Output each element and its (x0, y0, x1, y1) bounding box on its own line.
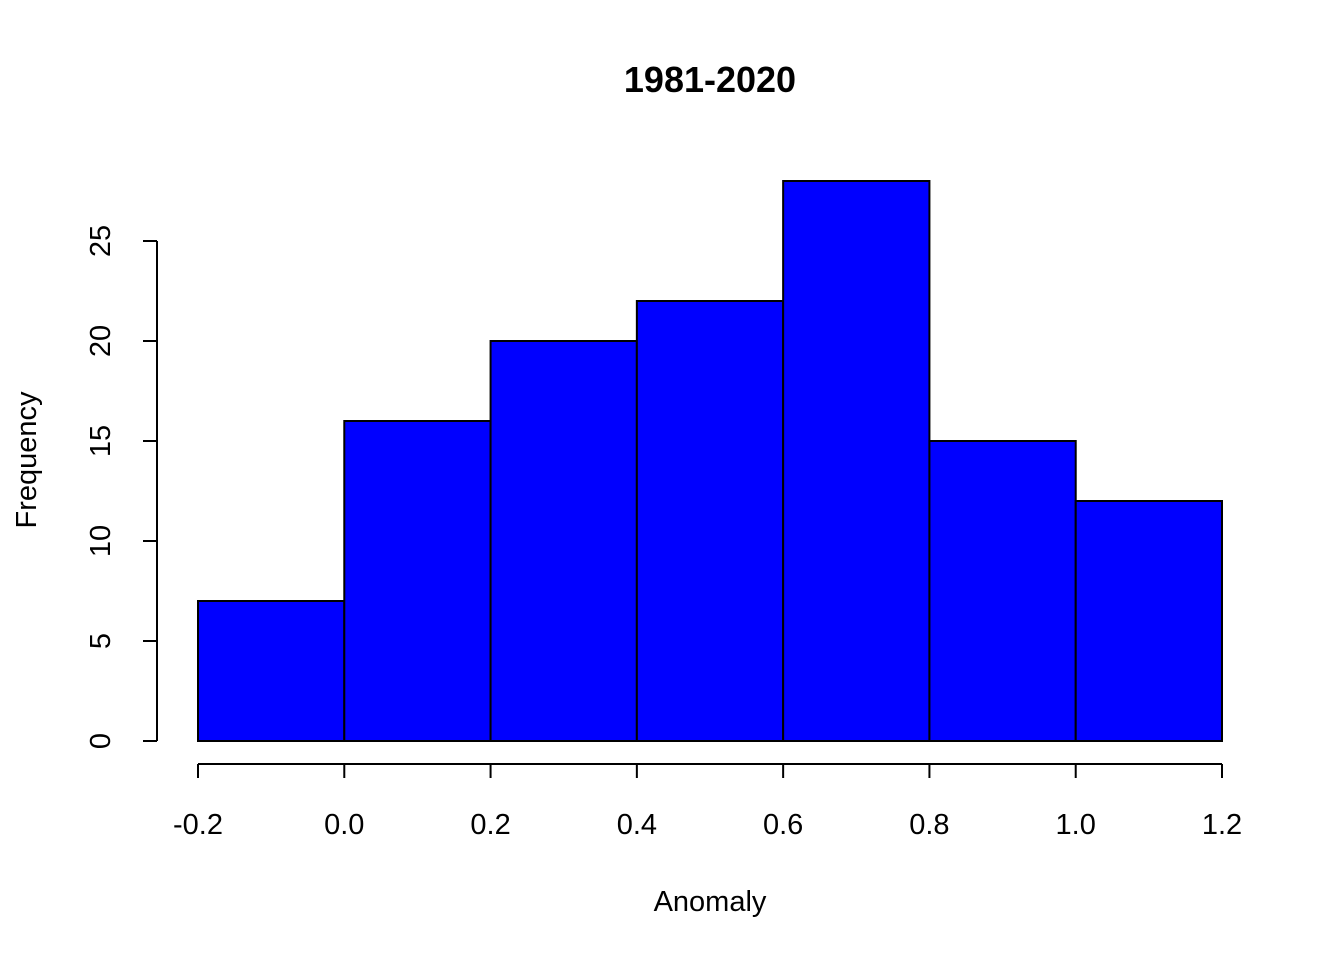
x-tick-label-7: 1.2 (1202, 809, 1242, 841)
x-tick-label-3: 0.4 (617, 809, 657, 841)
histogram-bar-3 (635, 300, 785, 742)
y-tick-label-0: 0 (85, 733, 117, 749)
histogram-bar-4 (782, 180, 931, 742)
x-axis-label: Anomaly (654, 886, 767, 918)
y-tick-label-3: 15 (85, 425, 117, 457)
y-tick-label-5: 25 (85, 225, 117, 257)
x-tick-label-4: 0.6 (763, 809, 803, 841)
y-tick-label-2: 10 (85, 525, 117, 557)
x-tick-label-2: 0.2 (470, 809, 510, 841)
histogram-bar-2 (489, 340, 638, 742)
histogram-bar-1 (343, 420, 492, 742)
y-axis: 0 5 10 15 20 25 (85, 225, 158, 749)
x-tick-label-6: 1.0 (1056, 809, 1096, 841)
histogram-bar-0 (197, 600, 346, 742)
y-tick-label-1: 5 (85, 633, 117, 649)
x-axis: -0.2 0.0 0.2 0.4 0.6 0.8 1.0 1.2 (173, 763, 1242, 841)
histogram-bar-5 (928, 440, 1077, 742)
x-tick-label-1: 0.0 (324, 809, 364, 841)
y-axis-label: Frequency (11, 391, 43, 529)
histogram-bar-6 (1074, 500, 1223, 742)
chart-title: 1981-2020 (624, 59, 796, 100)
x-tick-label-0: -0.2 (173, 809, 223, 841)
y-tick-label-4: 20 (85, 325, 117, 357)
bars-layer (197, 180, 1223, 742)
x-tick-label-5: 0.8 (909, 809, 949, 841)
